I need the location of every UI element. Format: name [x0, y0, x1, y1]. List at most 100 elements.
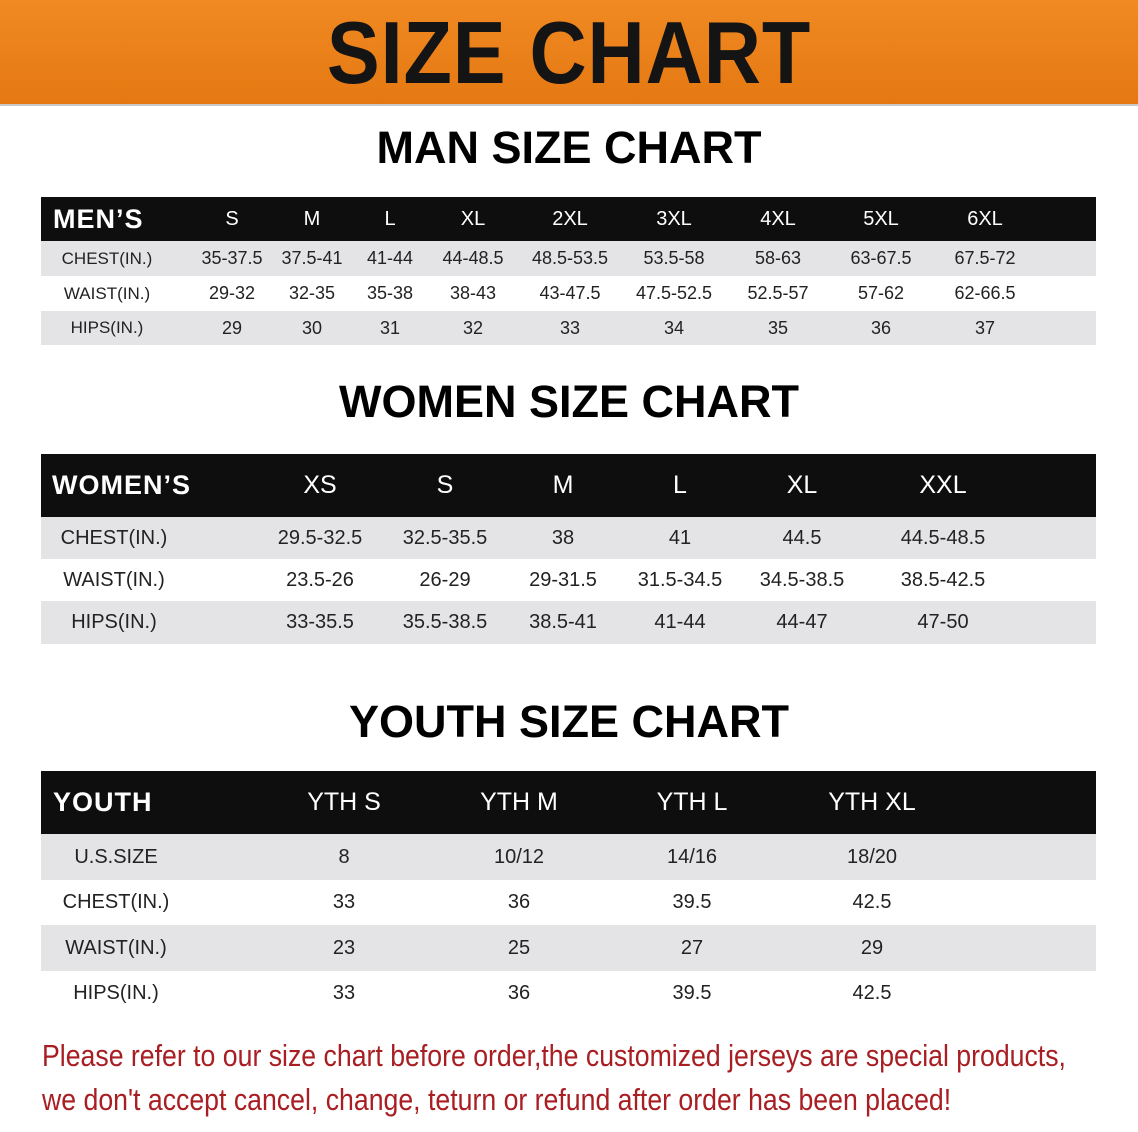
size-header: XL: [786, 471, 818, 499]
row-label: WAIST(IN.): [65, 936, 167, 959]
size-header: M: [552, 471, 574, 499]
size-header: 2XL: [552, 207, 588, 230]
table-cell: 36: [507, 982, 531, 1004]
size-header: L: [384, 207, 396, 230]
table-cell: 31.5-34.5: [637, 568, 723, 591]
table-cell: 29-32: [208, 283, 256, 303]
table-cell: 29-31.5: [529, 568, 597, 591]
table-cell: 38-43: [449, 283, 497, 303]
size-header: L: [673, 471, 687, 499]
table-cell: 33: [559, 317, 581, 338]
row-label: WAIST(IN.): [63, 283, 151, 303]
table-row: HIPS(IN.) 29 30 31 32 33 34 35 36 37: [41, 311, 1096, 345]
table-cell: 14/16: [666, 845, 718, 868]
table-cell: 42.5: [852, 982, 892, 1004]
row-label: HIPS(IN.): [73, 982, 159, 1004]
banner-title: SIZE CHART: [326, 3, 812, 102]
table-cell: 37.5-41: [281, 248, 343, 268]
table-cell: 30: [301, 317, 323, 338]
table-row: WAIST(IN.) 23 25 27 29: [41, 925, 1096, 971]
table-cell: 41-44: [654, 611, 706, 633]
size-header: S: [225, 207, 239, 230]
size-header: XS: [303, 471, 337, 499]
table-cell: 29: [221, 317, 243, 338]
table-cell: 18/20: [846, 845, 898, 868]
size-header: S: [436, 471, 454, 499]
table-row: CHEST(IN.) 29.5-32.5 32.5-35.5 38 41 44.5 44.5…: [41, 517, 1096, 559]
size-header: 6XL: [967, 207, 1003, 230]
table-cell: 44.5: [782, 526, 822, 549]
table-cell: 44-47: [776, 611, 828, 633]
table-cell: 47.5-52.5: [635, 283, 713, 303]
header-label: MEN’S: [53, 203, 144, 234]
table-cell: 52.5-57: [747, 283, 809, 303]
table-row: CHEST(IN.) 35-37.5 37.5-41 41-44 44-48.5 48.5…: [41, 241, 1096, 276]
table-cell: 47-50: [917, 611, 969, 633]
table-cell: 32: [462, 317, 484, 338]
youth-size-table: YOUTH YTH S YTH M YTH L YTH XL U.S.SIZE 8 10/12…: [41, 771, 1096, 1016]
table-row: U.S.SIZE 8 10/12 14/16 18/20: [41, 834, 1096, 880]
youth-header-row: YOUTH YTH S YTH M YTH L YTH XL: [41, 771, 1096, 834]
size-header: YTH L: [656, 788, 728, 816]
row-label: CHEST(IN.): [61, 248, 153, 268]
banner: SIZE CHART: [0, 0, 1138, 106]
size-header: YTH M: [480, 788, 558, 816]
size-header: XXL: [919, 471, 967, 499]
table-cell: 29.5-32.5: [277, 526, 363, 549]
size-header: XL: [460, 207, 486, 230]
size-header: M: [303, 207, 321, 230]
size-header: 5XL: [863, 207, 899, 230]
table-cell: 34: [663, 317, 685, 338]
table-row: HIPS(IN.) 33-35.5 35.5-38.5 38.5-41 41-44 44-…: [41, 601, 1096, 644]
men-header-row: MEN’S S M L XL 2XL 3XL 4XL 5XL 6XL: [41, 197, 1096, 241]
size-header: YTH S: [307, 788, 381, 816]
table-cell: 32.5-35.5: [402, 526, 488, 549]
table-row: WAIST(IN.) 29-32 32-35 35-38 38-43 43-47.5 47.…: [41, 276, 1096, 311]
table-cell: 67.5-72: [954, 248, 1016, 268]
table-cell: 36: [507, 891, 531, 913]
table-cell: 29: [860, 936, 884, 959]
table-cell: 35.5-38.5: [402, 611, 488, 633]
table-cell: 57-62: [857, 283, 905, 303]
table-cell: 33: [332, 891, 356, 913]
table-cell: 62-66.5: [954, 283, 1016, 303]
table-cell: 35: [767, 317, 789, 338]
table-cell: 33: [332, 982, 356, 1004]
size-header: 3XL: [656, 207, 692, 230]
table-row: HIPS(IN.) 33 36 39.5 42.5: [41, 971, 1096, 1016]
men-section-title: MAN SIZE CHART: [376, 122, 762, 173]
table-cell: 38: [551, 526, 575, 549]
table-cell: 58-63: [754, 248, 802, 268]
table-cell: 23: [332, 936, 356, 959]
table-cell: 44-48.5: [442, 248, 504, 268]
men-size-table: MEN’S S M L XL 2XL 3XL 4XL 5XL 6XL CHEST(IN.) 35-37…: [41, 197, 1096, 345]
table-cell: 42.5: [852, 891, 892, 913]
table-cell: 39.5: [672, 891, 712, 913]
row-label: CHEST(IN.): [62, 891, 170, 913]
header-label: WOMEN’S: [52, 470, 191, 500]
table-cell: 26-29: [419, 568, 471, 591]
table-cell: 43-47.5: [539, 283, 601, 303]
size-header: YTH XL: [828, 788, 916, 816]
table-cell: 41-44: [366, 248, 414, 268]
table-cell: 34.5-38.5: [759, 568, 845, 591]
table-cell: 44.5-48.5: [900, 526, 986, 549]
table-cell: 33-35.5: [286, 611, 354, 633]
table-cell: 53.5-58: [643, 248, 705, 268]
header-label: YOUTH: [53, 787, 153, 817]
table-cell: 41: [668, 526, 692, 549]
table-cell: 63-67.5: [850, 248, 912, 268]
table-cell: 38.5-41: [529, 611, 597, 633]
table-cell: 35-37.5: [201, 248, 263, 268]
table-cell: 32-35: [288, 283, 336, 303]
notice-line-1: Please refer to our size chart before or…: [42, 1038, 1066, 1073]
notice-line-2: we don't accept cancel, change, teturn o…: [42, 1082, 952, 1117]
table-cell: 8: [338, 845, 350, 868]
women-size-table: WOMEN’S XS S M L XL XXL CHEST(IN.) 29.5-32.5 32.5…: [41, 454, 1096, 644]
table-cell: 27: [680, 936, 704, 959]
row-label: HIPS(IN.): [71, 611, 157, 633]
table-cell: 48.5-53.5: [531, 248, 609, 268]
table-row: WAIST(IN.) 23.5-26 26-29 29-31.5 31.5-34.5 34…: [41, 559, 1096, 601]
row-label: WAIST(IN.): [63, 568, 165, 591]
table-row: CHEST(IN.) 33 36 39.5 42.5: [41, 880, 1096, 925]
